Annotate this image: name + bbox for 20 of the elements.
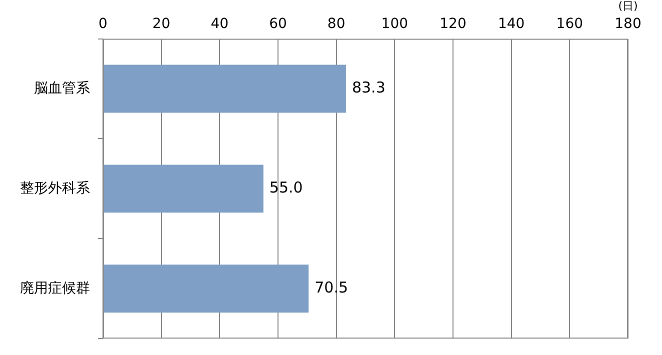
- bar: [104, 264, 309, 313]
- x-tick-label: 160: [556, 16, 584, 32]
- data-label: 70.5: [314, 278, 348, 297]
- x-axis-title: (日): [618, 0, 638, 12]
- data-label: 83.3: [352, 78, 386, 97]
- y-tick-label: 整形外科系: [20, 180, 90, 196]
- x-tick-label: 120: [440, 16, 466, 32]
- x-tick-label: 140: [498, 16, 525, 32]
- x-tick-label: 180: [614, 16, 642, 32]
- bar: [104, 64, 346, 113]
- x-tick-label: 20: [152, 16, 170, 32]
- x-tick-label: 60: [269, 16, 287, 32]
- x-tick-label: 80: [327, 16, 346, 32]
- y-tick-label: 廃用症候群: [20, 280, 90, 296]
- x-tick-label: 0: [98, 16, 108, 32]
- bar: [104, 164, 264, 213]
- data-label: 55.0: [269, 178, 303, 197]
- x-tick-label: 40: [210, 16, 229, 32]
- y-tick-label: 脳血管系: [34, 80, 90, 96]
- x-tick-label: 100: [381, 16, 408, 32]
